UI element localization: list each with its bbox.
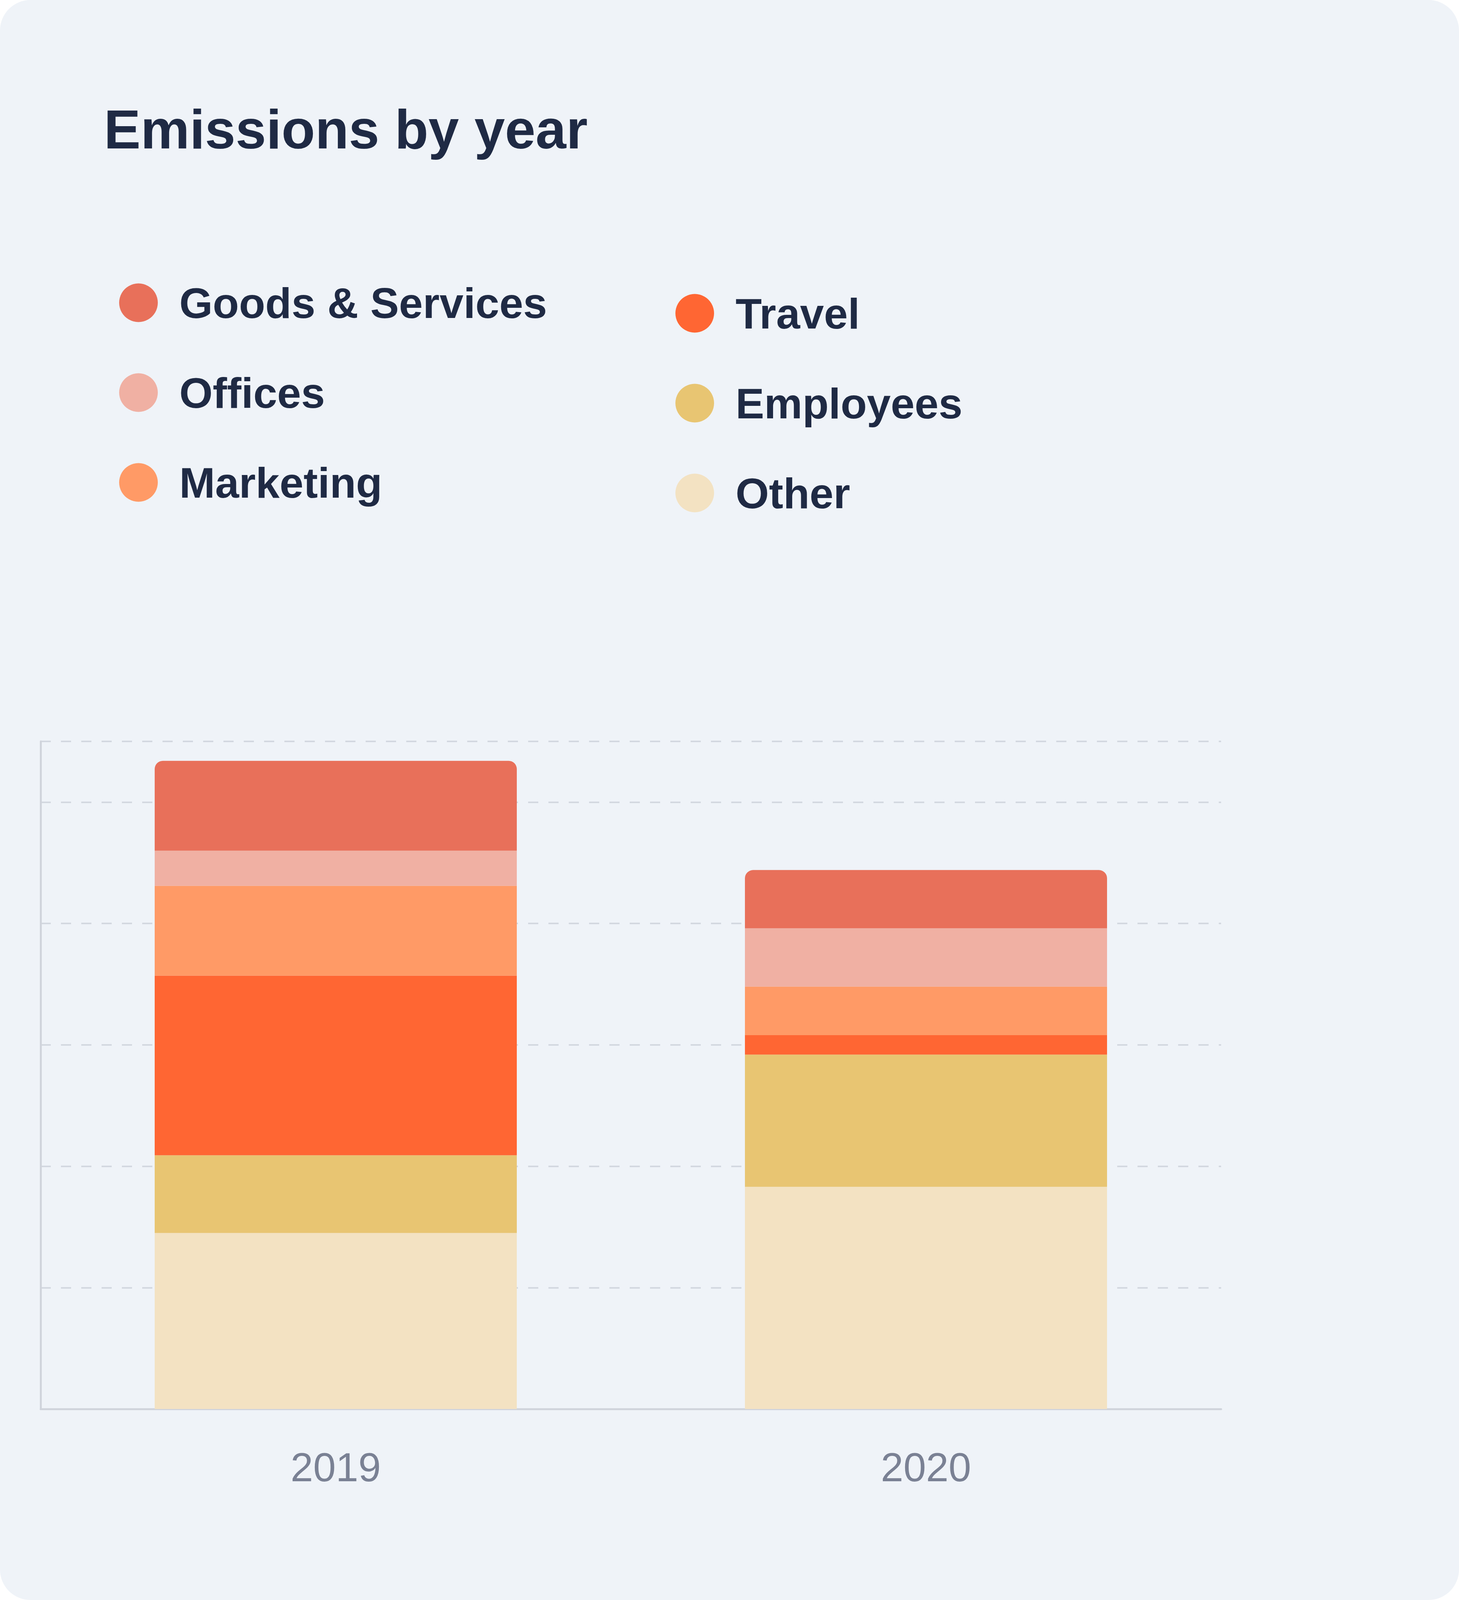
svg-text:Goods & Services: Goods & Services <box>179 278 548 327</box>
svg-text:Travel: Travel <box>735 289 860 338</box>
svg-text:2020: 2020 <box>880 1444 972 1490</box>
svg-text:Emissions by year: Emissions by year <box>103 98 588 161</box>
svg-text:Other: Other <box>735 469 851 518</box>
svg-text:Employees: Employees <box>735 379 963 428</box>
svg-text:Offices: Offices <box>179 368 326 417</box>
svg-text:2019: 2019 <box>290 1444 381 1490</box>
svg-text:Marketing: Marketing <box>179 458 383 507</box>
